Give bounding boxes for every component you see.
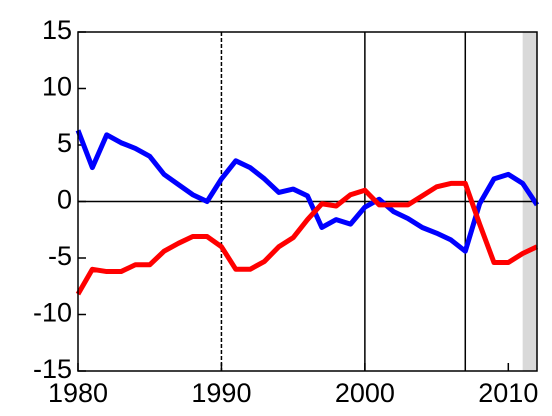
plot-frame [77,31,538,372]
x-tick-label: 2000 [335,378,395,408]
y-tick-label: 10 [42,72,72,102]
series-line [75,129,540,254]
y-tick-label: -10 [33,298,72,328]
x-tick-label: 2010 [478,378,538,408]
y-tick-label: -5 [48,241,72,271]
y-tick-label: 5 [57,128,72,158]
x-tick-label: 1990 [191,378,251,408]
y-tick-label: 15 [42,15,72,45]
y-tick-label: 0 [57,185,72,215]
y-tick-label: -15 [33,354,72,384]
x-tick-label: 1980 [48,378,108,408]
series-line [75,180,539,296]
